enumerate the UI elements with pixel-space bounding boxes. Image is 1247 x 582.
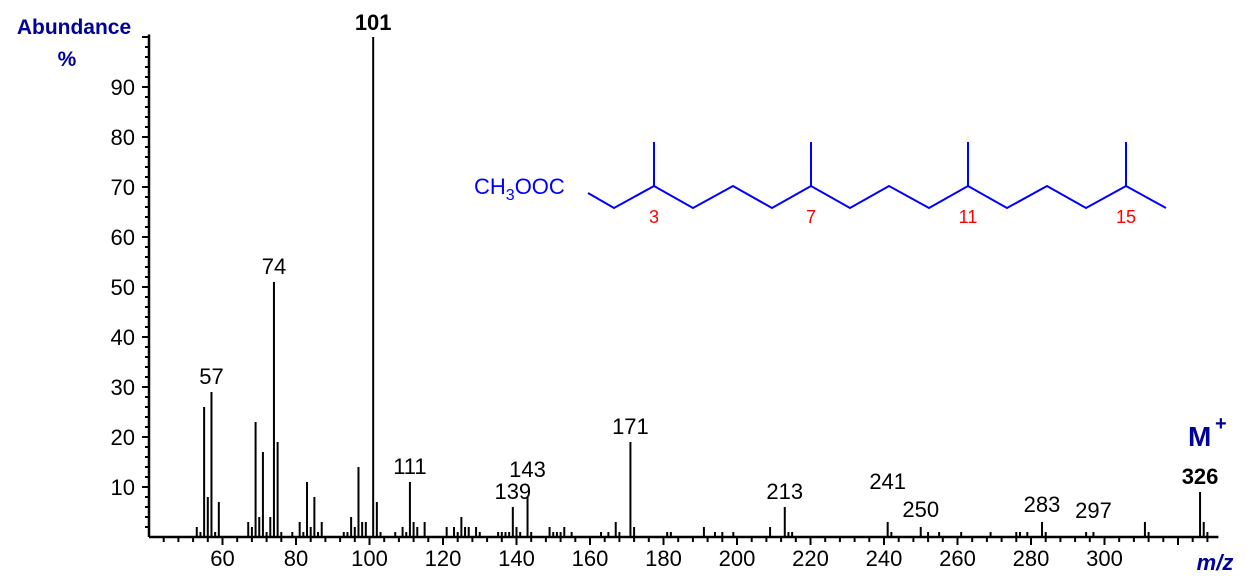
x-tick-label: 60 [210, 546, 234, 571]
peak-label-213: 213 [766, 479, 803, 504]
peak-label-143: 143 [509, 457, 546, 482]
locant-7: 7 [806, 207, 816, 227]
y-axis-unit: % [58, 48, 77, 71]
y-tick-label: 10 [111, 475, 135, 500]
molecular-ion-charge: + [1215, 413, 1227, 435]
x-tick-label: 80 [284, 546, 308, 571]
peak-label-171: 171 [612, 414, 649, 439]
peak-label-139: 139 [494, 479, 531, 504]
molecular-ion-label: M [1188, 421, 1211, 452]
x-tick-label: 280 [1013, 546, 1050, 571]
peak-label-241: 241 [869, 469, 906, 494]
x-tick-label: 120 [425, 546, 462, 571]
peaks [195, 37, 1209, 537]
x-tick-label: 140 [498, 546, 535, 571]
x-tick-label: 220 [792, 546, 829, 571]
x-tick-label: 240 [866, 546, 903, 571]
peak-label-101: 101 [355, 10, 392, 35]
chemical-structure: CH3OOC 3 7 11 15 [474, 142, 1167, 227]
locant-11: 11 [959, 207, 978, 227]
carbon-chain [587, 184, 1167, 210]
locant-3: 3 [649, 207, 659, 227]
y-tick-label: 30 [111, 375, 135, 400]
locant-15: 15 [1116, 207, 1136, 227]
y-tick-label: 50 [111, 275, 135, 300]
molecular-ion-marker: M + [1188, 413, 1227, 452]
peak-label-283: 283 [1024, 492, 1061, 517]
x-axis-title: m/z [1197, 550, 1234, 575]
y-tick-label: 40 [111, 325, 135, 350]
y-tick-label: 60 [111, 225, 135, 250]
peak-label-297: 297 [1075, 498, 1112, 523]
peak-label-57: 57 [199, 364, 223, 389]
x-tick-label: 200 [719, 546, 756, 571]
x-tick-label: 300 [1086, 546, 1123, 571]
y-axis-title: Abundance [17, 16, 131, 39]
x-tick-label: 260 [939, 546, 976, 571]
x-tick-label: 160 [572, 546, 609, 571]
ester-group-label: CH3OOC [474, 174, 565, 204]
axes: 10 20 30 40 50 60 70 80 90 60 80 100 120 140 160 180 200… [111, 34, 1219, 571]
y-tick-label: 20 [111, 425, 135, 450]
peak-label-74: 74 [262, 254, 286, 279]
peak-label-250: 250 [902, 497, 939, 522]
y-tick-label: 90 [111, 75, 135, 100]
y-tick-label: 70 [111, 175, 135, 200]
x-tick-label: 100 [351, 546, 388, 571]
peak-label-326: 326 [1182, 464, 1219, 489]
peak-label-111: 111 [393, 454, 426, 479]
x-tick-label: 180 [645, 546, 682, 571]
y-tick-label: 80 [111, 125, 135, 150]
